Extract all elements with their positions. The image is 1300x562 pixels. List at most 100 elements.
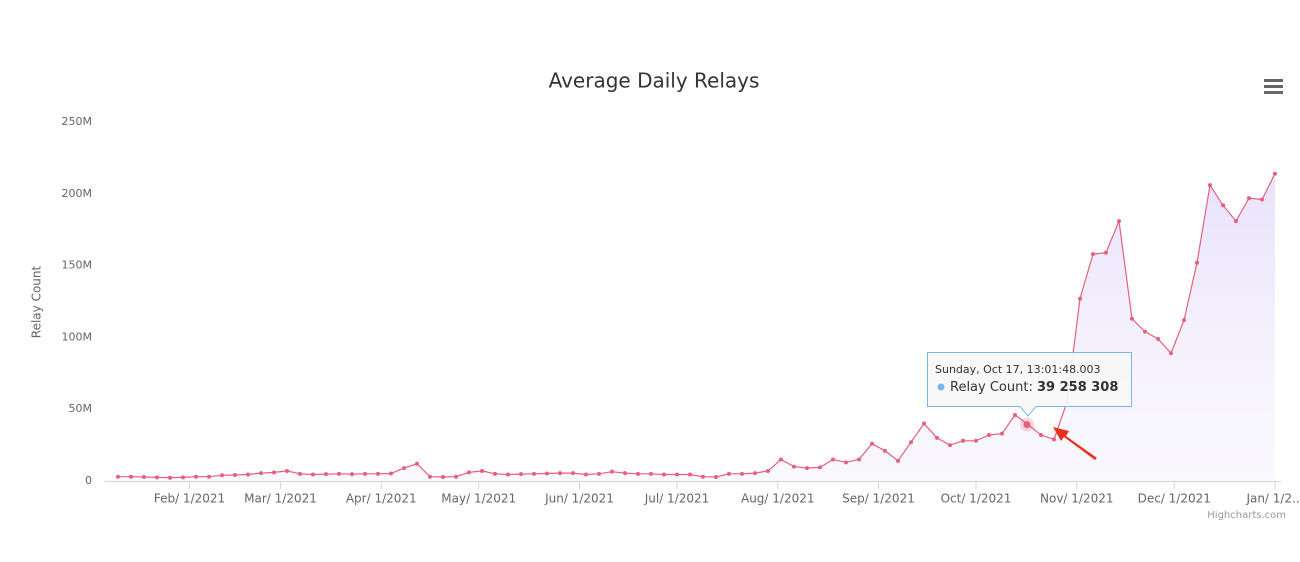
point-marker (1078, 296, 1082, 301)
chart-title: Average Daily Relays (549, 69, 760, 93)
point-marker (922, 421, 926, 426)
y-tick-label: 100M (62, 330, 93, 343)
point-marker (1247, 196, 1251, 201)
point-marker (142, 474, 146, 479)
point-marker (519, 472, 523, 477)
point-marker (259, 471, 263, 476)
point-marker (1143, 329, 1147, 334)
point-marker (454, 474, 458, 479)
point-marker (1039, 433, 1043, 438)
point-marker (1052, 437, 1056, 442)
point-marker (571, 471, 575, 476)
point-marker (1273, 171, 1277, 176)
point-marker (1026, 422, 1030, 427)
point-marker (909, 440, 913, 445)
y-tick-label: 0 (85, 474, 92, 487)
menu-button[interactable] (1264, 79, 1283, 94)
point-marker (389, 471, 393, 476)
point-marker (766, 468, 770, 473)
credit: Highcharts.com (1207, 510, 1286, 521)
point-marker (324, 472, 328, 477)
point-marker (714, 474, 718, 479)
point-marker (285, 468, 289, 473)
point-marker (363, 471, 367, 476)
x-tick-label: May/ 1/2021 (441, 492, 516, 506)
point-marker (610, 469, 614, 474)
point-marker (168, 475, 172, 480)
point-marker (1013, 412, 1017, 417)
x-tick-label: Jan/ 1/2... (1245, 492, 1300, 506)
point-marker (740, 471, 744, 476)
point-marker (987, 433, 991, 438)
area-fill (118, 173, 1275, 481)
point-marker (1182, 318, 1186, 323)
point-marker (961, 438, 965, 443)
point-marker (220, 473, 224, 478)
point-marker (545, 471, 549, 476)
point-marker (467, 470, 471, 475)
menu-bar (1264, 91, 1283, 94)
point-marker (623, 471, 627, 476)
y-tick-label: 200M (62, 187, 93, 200)
point-marker (805, 466, 809, 471)
point-marker (1117, 219, 1121, 224)
point-marker (753, 471, 757, 476)
x-tick-label: Feb/ 1/2021 (154, 492, 225, 506)
point-marker (1156, 336, 1160, 341)
point-marker (636, 471, 640, 476)
x-tick-label: Dec/ 1/2021 (1138, 492, 1211, 506)
point-marker (844, 460, 848, 465)
point-marker (675, 472, 679, 477)
menu-bar (1264, 79, 1283, 82)
point-marker (779, 457, 783, 462)
point-marker (311, 472, 315, 477)
point-marker (1260, 197, 1264, 202)
point-marker (792, 464, 796, 469)
point-marker (246, 472, 250, 477)
point-marker (662, 472, 666, 477)
point-marker (415, 461, 419, 466)
point-marker (649, 471, 653, 476)
menu-bar (1264, 85, 1283, 88)
point-marker (974, 438, 978, 443)
point-marker (948, 443, 952, 448)
point-marker (883, 448, 887, 453)
point-marker (506, 472, 510, 477)
point-marker (376, 471, 380, 476)
point-marker (1234, 219, 1238, 224)
point-marker (350, 472, 354, 477)
point-marker (532, 471, 536, 476)
point-marker (1091, 252, 1095, 257)
point-marker (558, 471, 562, 476)
point-marker (857, 457, 861, 462)
x-tick-label: Jul/ 1/2021 (644, 492, 710, 506)
point-marker (272, 470, 276, 475)
point-marker (428, 474, 432, 479)
point-marker (493, 471, 497, 476)
point-marker (935, 435, 939, 440)
point-marker (1169, 351, 1173, 356)
point-marker (831, 457, 835, 462)
plot-area: 0 50M 100M 150M 200M 250M Feb/ 1/2021 Mar/ 1/20… (62, 115, 1300, 506)
point-marker (584, 472, 588, 477)
point-marker (1104, 250, 1108, 255)
point-marker (441, 474, 445, 479)
point-marker (337, 471, 341, 476)
x-tick-label: Oct/ 1/2021 (941, 492, 1012, 506)
point-marker (1208, 183, 1212, 188)
y-axis-title: Relay Count (30, 265, 44, 338)
x-tick-label: Apr/ 1/2021 (346, 492, 417, 506)
x-tick-label: Aug/ 1/2021 (741, 492, 815, 506)
x-tick-label: Nov/ 1/2021 (1040, 492, 1114, 506)
x-tick-label: Mar/ 1/2021 (244, 492, 317, 506)
point-marker (194, 474, 198, 479)
x-tick-label: Sep/ 1/2021 (842, 492, 915, 506)
point-marker (233, 472, 237, 477)
point-marker (727, 471, 731, 476)
point-marker (480, 468, 484, 473)
point-marker (402, 466, 406, 471)
point-marker (870, 441, 874, 446)
point-marker (896, 458, 900, 463)
point-marker (688, 472, 692, 477)
